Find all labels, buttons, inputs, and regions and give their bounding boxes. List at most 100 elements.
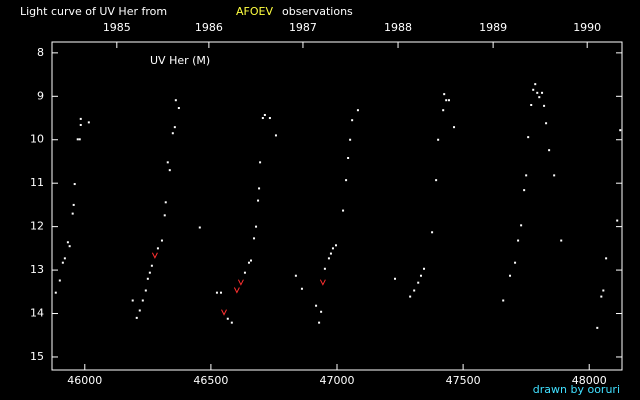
y-tick-label: 13 — [30, 263, 44, 276]
observation — [294, 274, 297, 277]
observation — [78, 138, 81, 141]
observation — [166, 161, 169, 164]
observation — [163, 214, 166, 217]
observation — [560, 239, 563, 242]
observation — [131, 299, 134, 302]
observation — [331, 247, 334, 250]
chart-title: Light curve of UV Her from — [20, 5, 167, 18]
upper-limit — [319, 279, 326, 286]
observation — [247, 261, 250, 264]
observation — [160, 239, 163, 242]
y-tick-label: 8 — [37, 46, 44, 59]
observation — [164, 201, 167, 204]
observation — [435, 179, 438, 182]
observation — [409, 295, 412, 298]
observation — [545, 122, 548, 125]
observation — [268, 117, 271, 120]
observation — [173, 126, 176, 129]
observation — [156, 247, 159, 250]
y-tick-label: 9 — [37, 89, 44, 102]
x-tick-label: 46500 — [193, 374, 228, 387]
upper-limit — [233, 287, 240, 294]
observation — [419, 274, 422, 277]
upper-limit — [151, 252, 158, 259]
observation — [525, 174, 528, 177]
upper-limit — [221, 309, 227, 316]
observation — [514, 261, 517, 264]
observation — [150, 264, 153, 267]
observation — [263, 113, 266, 116]
x-tick-label: 48000 — [572, 374, 607, 387]
observation — [198, 226, 201, 229]
observation — [177, 107, 180, 110]
observation — [79, 117, 82, 120]
observation — [323, 267, 326, 270]
x-tick-label: 47000 — [320, 374, 355, 387]
y-tick-label: 10 — [30, 133, 44, 146]
observation — [349, 138, 352, 141]
observation — [230, 321, 233, 324]
observation — [342, 209, 345, 212]
observation — [548, 149, 551, 152]
credit: drawn by ooruri — [533, 383, 620, 396]
observation — [541, 91, 544, 94]
observation — [135, 316, 138, 319]
year-tick-label: 1986 — [195, 21, 223, 34]
observation — [141, 299, 144, 302]
observation — [616, 219, 619, 222]
observation — [274, 134, 277, 137]
y-tick-label: 15 — [30, 350, 44, 363]
observation — [261, 117, 264, 120]
observation — [258, 187, 261, 190]
y-tick-label: 14 — [30, 307, 44, 320]
observation — [417, 281, 420, 284]
observation — [215, 291, 218, 294]
observation — [146, 277, 149, 280]
observation — [58, 279, 61, 282]
upper-limit — [237, 279, 244, 286]
observation — [509, 274, 512, 277]
observation — [168, 169, 171, 172]
observation — [423, 267, 426, 270]
observation — [73, 183, 76, 186]
observation — [329, 252, 332, 255]
observation — [249, 259, 252, 262]
observation — [600, 295, 603, 298]
observation — [71, 212, 74, 215]
observation — [543, 104, 546, 107]
observation — [442, 109, 445, 112]
observation — [334, 244, 337, 247]
observation — [520, 224, 523, 227]
observation — [300, 287, 303, 290]
x-tick-label: 47500 — [446, 374, 481, 387]
chart-title-highlight: AFOEV — [236, 5, 273, 18]
observation — [259, 161, 262, 164]
year-tick-label: 1989 — [479, 21, 507, 34]
y-tick-label: 12 — [30, 220, 44, 233]
observation — [138, 309, 141, 312]
observation — [351, 119, 354, 122]
observation — [66, 241, 69, 244]
observation — [257, 199, 260, 202]
observation — [453, 126, 456, 129]
observation — [437, 138, 440, 141]
year-tick-label: 1990 — [573, 21, 601, 34]
observation — [345, 179, 348, 182]
observation — [413, 289, 416, 292]
observation — [602, 289, 605, 292]
observation — [226, 317, 229, 320]
observation — [68, 245, 71, 248]
observation — [553, 174, 556, 177]
observation — [219, 291, 222, 294]
observation — [347, 156, 350, 159]
observation — [63, 257, 66, 260]
star-label: UV Her (M) — [150, 54, 210, 67]
observation — [54, 291, 57, 294]
observation — [536, 91, 539, 94]
observation — [87, 121, 90, 124]
observation — [502, 299, 505, 302]
observation — [171, 132, 174, 135]
observation — [148, 271, 151, 274]
